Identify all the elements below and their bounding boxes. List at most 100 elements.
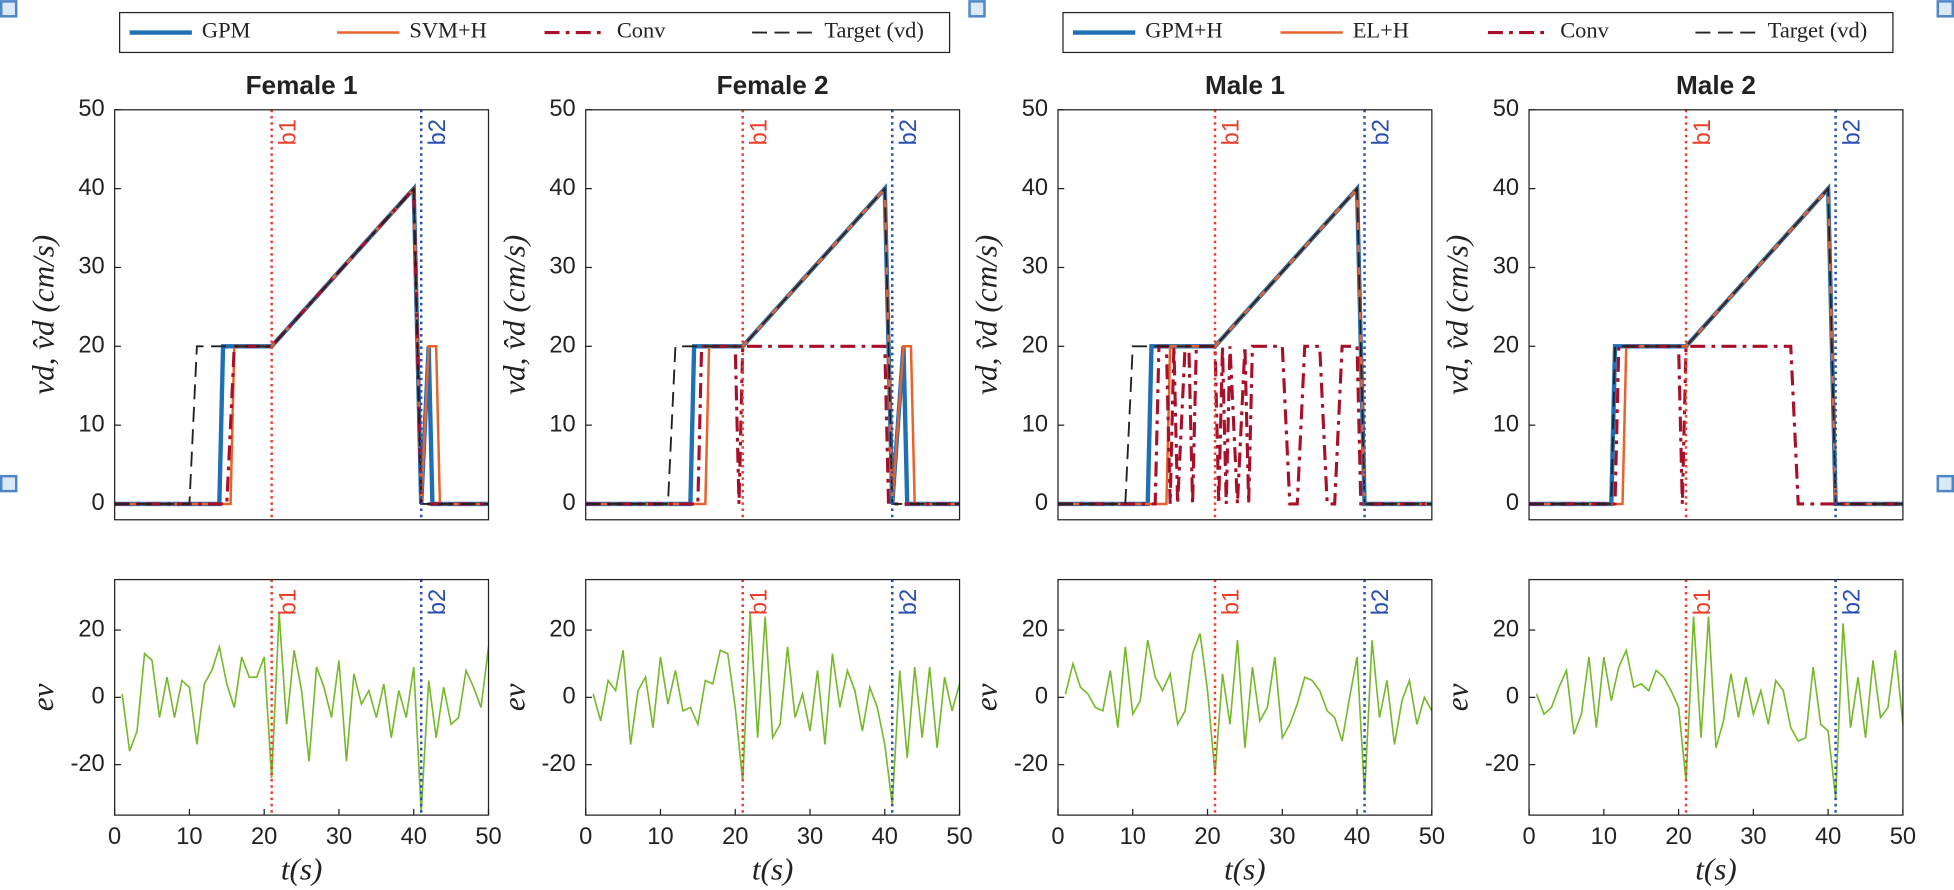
y-tick-label: 20 (1022, 333, 1048, 359)
y-tick-label: 10 (1022, 411, 1048, 437)
x-tick-label: 50 (1419, 824, 1445, 850)
boundary-label: b1 (746, 589, 772, 615)
boundary-label: b1 (1219, 119, 1245, 145)
y-tick-label: 20 (78, 616, 104, 642)
legend-label: EL+H (1353, 18, 1409, 43)
y-tick-label: -20 (1014, 751, 1048, 777)
x-tick-label: 10 (1120, 824, 1146, 850)
y-tick-label: -20 (542, 751, 576, 777)
y-tick-label: -20 (70, 751, 104, 777)
x-tick-label: 50 (1890, 824, 1916, 850)
y-tick-label: 40 (1022, 175, 1048, 201)
y-tick-label: 0 (563, 490, 576, 516)
y-tick-label: 0 (1506, 490, 1519, 516)
axes-box (1528, 578, 1904, 816)
handle (1936, 0, 1954, 18)
boundary-label: b2 (1368, 119, 1394, 145)
series-line (121, 613, 490, 812)
y-tick-label: 10 (549, 411, 575, 437)
boundary-label: b2 (1839, 589, 1865, 615)
x-tick-label: 30 (1740, 824, 1766, 850)
handle (0, 0, 18, 18)
boundary-label: b1 (1690, 119, 1716, 145)
legend-label: Target (vd) (824, 18, 924, 43)
y-tick-label: -20 (1485, 751, 1519, 777)
axes-box (1528, 109, 1904, 521)
boundary-label: b2 (1839, 119, 1865, 145)
y-tick-label: 20 (1493, 333, 1519, 359)
x-tick-label: 30 (797, 824, 823, 850)
x-tick-label: 40 (401, 824, 427, 850)
x-tick-label: 40 (872, 824, 898, 850)
series-line (585, 344, 960, 506)
y-tick-label: 20 (78, 333, 104, 359)
y-tick-label: 0 (1035, 490, 1048, 516)
selection-handles (0, 0, 1954, 493)
x-tick-label: 10 (1591, 824, 1617, 850)
x-tick-label: 40 (1344, 824, 1370, 850)
x-tick-label: 0 (1051, 824, 1064, 850)
x-tick-label: 30 (1269, 824, 1295, 850)
y-tick-label: 0 (92, 490, 105, 516)
axes-box (585, 578, 961, 816)
y-tick-label: 20 (549, 616, 575, 642)
x-tick-label: 20 (722, 824, 748, 850)
x-tick-label: 40 (1815, 824, 1841, 850)
y-tick-label: 20 (1022, 616, 1048, 642)
x-tick-label: 20 (1194, 824, 1220, 850)
handle (0, 474, 18, 493)
panel-title: Female 2 (717, 70, 829, 100)
y-tick-label: 40 (549, 175, 575, 201)
legend-label: GPM+H (1145, 18, 1222, 43)
y-tick-label: 0 (1506, 684, 1519, 710)
x-tick-label: 0 (579, 824, 592, 850)
y-tick-label: 50 (1022, 96, 1048, 122)
series-line (1058, 344, 1432, 506)
y-tick-label: 30 (549, 254, 575, 280)
x-axis-label: t(s) (1695, 852, 1737, 887)
series-line (592, 613, 961, 806)
boundary-label: b2 (425, 119, 451, 145)
y-tick-label: 50 (549, 96, 575, 122)
series-line (1529, 344, 1903, 506)
x-axis-label: t(s) (752, 852, 794, 887)
y-tick-label: 30 (1493, 254, 1519, 280)
boundary-label: b1 (1690, 589, 1716, 615)
x-tick-label: 0 (1522, 824, 1535, 850)
y-tick-label: 0 (1035, 684, 1048, 710)
handle (968, 0, 986, 18)
y-axis-label: vd, v̂d (cm/s) (1440, 235, 1475, 395)
series-line (1535, 616, 1904, 799)
y-axis-label: vd, v̂d (cm/s) (969, 235, 1004, 395)
x-tick-label: 20 (251, 824, 277, 850)
boundary-label: b2 (896, 119, 922, 145)
y-axis-label: ev (969, 683, 1004, 711)
y-axis-label: ev (25, 683, 60, 711)
y-tick-label: 10 (1493, 411, 1519, 437)
y-axis-label: vd, v̂d (cm/s) (496, 235, 531, 395)
y-tick-label: 0 (563, 684, 576, 710)
x-tick-label: 10 (647, 824, 673, 850)
boundary-label: b2 (425, 589, 451, 615)
y-axis-label: vd, v̂d (cm/s) (25, 235, 60, 395)
x-tick-label: 30 (326, 824, 352, 850)
x-axis-label: t(s) (1224, 852, 1266, 887)
boundary-label: b2 (896, 589, 922, 615)
x-tick-label: 0 (108, 824, 121, 850)
y-tick-label: 20 (549, 333, 575, 359)
x-tick-label: 50 (946, 824, 972, 850)
boundary-label: b1 (1219, 589, 1245, 615)
series-line (1064, 633, 1433, 795)
axes-box (1057, 109, 1433, 521)
boundary-label: b1 (746, 119, 772, 145)
x-tick-label: 20 (1665, 824, 1691, 850)
handle (1936, 474, 1954, 493)
axes-box (114, 109, 490, 521)
y-tick-label: 40 (1493, 175, 1519, 201)
y-axis-label: ev (1440, 683, 1475, 711)
x-tick-label: 50 (475, 824, 501, 850)
legend-label: Conv (617, 18, 666, 43)
y-tick-label: 30 (78, 254, 104, 280)
axes-box (114, 578, 490, 816)
boundary-label: b1 (275, 589, 301, 615)
